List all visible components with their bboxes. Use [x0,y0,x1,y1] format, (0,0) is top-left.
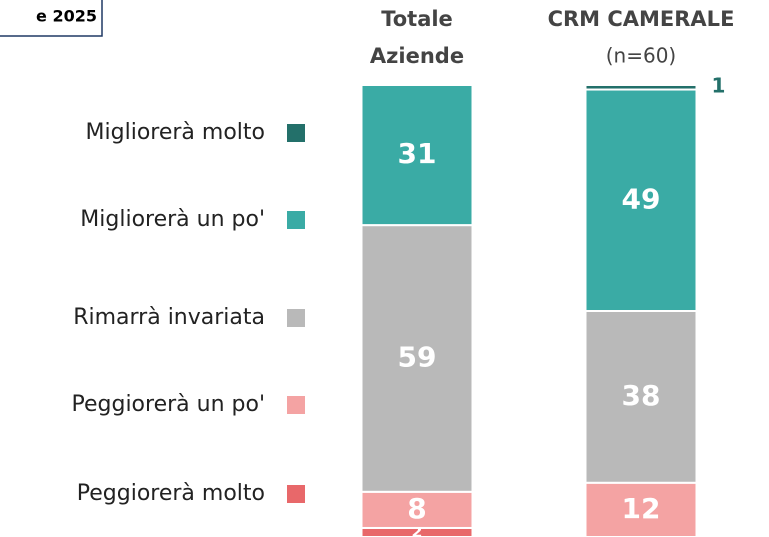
category-label: CRM CAMERALE [548,7,735,31]
legend-label: Migliorerà un po' [80,207,265,232]
legend-label: Rimarrà invariata [73,305,265,330]
data-label: 59 [398,340,437,373]
data-label: 12 [622,492,661,525]
bar-segment [360,490,474,529]
legend-swatch [287,485,305,503]
bar-segment [584,481,698,537]
category-subtitle: (n=60) [606,44,677,68]
category-label: Totale Aziende [370,7,464,68]
data-label: 8 [407,492,426,525]
legend-label: Peggiorerà molto [77,481,265,506]
legend-swatch [287,396,305,414]
data-label: 31 [398,137,437,170]
bar-segment [360,84,474,227]
annotation: e 2025 [36,7,97,26]
legend-label: Peggiorerà un po' [72,392,266,417]
bar-segment [584,84,698,91]
data-label: 1 [712,74,726,98]
annotation-box [0,0,103,37]
legend-swatch [287,124,305,142]
legend-swatch [287,309,305,327]
legend-label: Migliorerà molto [86,120,265,145]
data-label: 2 [411,522,422,537]
data-label: 49 [622,182,661,215]
data-label: 38 [622,379,661,412]
legend-swatch [287,211,305,229]
